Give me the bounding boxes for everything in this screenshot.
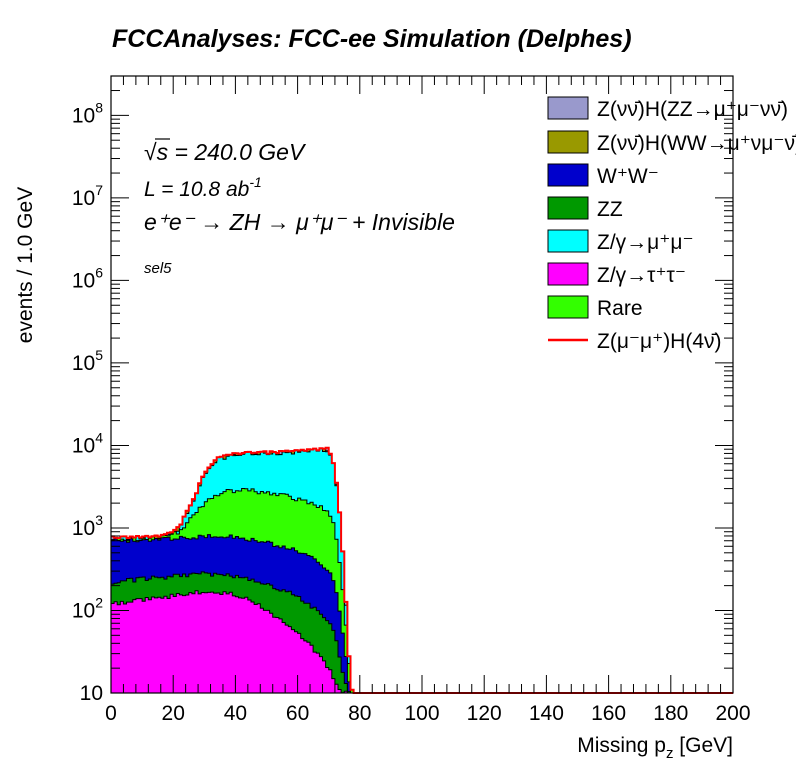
y-tick-label: 102 bbox=[72, 594, 103, 622]
legend-swatch bbox=[547, 196, 589, 220]
legend-swatch bbox=[547, 96, 589, 120]
x-tick-label: 40 bbox=[224, 702, 247, 725]
legend-label: Z(μ⁻μ⁺)H(4ν̄) bbox=[597, 330, 722, 353]
stacked-areas bbox=[110, 447, 733, 694]
y-tick-label: 108 bbox=[72, 99, 103, 127]
x-tick-label: 20 bbox=[162, 702, 185, 725]
y-tick-label: 10 bbox=[80, 682, 103, 705]
chart-title: FCCAnalyses: FCC-ee Simulation (Delphes) bbox=[112, 25, 632, 53]
y-tick-label: 104 bbox=[72, 429, 103, 457]
luminosity-annotation: L = 10.8 ab-1 bbox=[144, 174, 262, 201]
legend: Z(νν̄)H(ZZ→μ⁺μ⁻νν̄) Z(νν̄)H(WW→μ⁺νμ⁻ν̄) W⁺… bbox=[547, 96, 796, 353]
x-tick-label: 120 bbox=[467, 702, 502, 725]
x-tick-label: 0 bbox=[105, 702, 117, 725]
legend-label: ZZ bbox=[597, 198, 623, 221]
legend-swatch bbox=[547, 262, 589, 286]
process-annotation: e⁺e⁻ → ZH → μ⁺μ⁻ + Invisible bbox=[144, 209, 455, 235]
legend-label: Z/γ→τ⁺τ⁻ bbox=[597, 264, 686, 287]
y-axis-ticks: 10 102 103 104 105 106 107 108 bbox=[72, 75, 733, 705]
legend-label: Z(νν̄)H(WW→μ⁺νμ⁻ν̄) bbox=[597, 132, 796, 155]
sqrt-s-annotation: √s = 240.0 GeV bbox=[144, 139, 307, 165]
legend-label: Z(νν̄)H(ZZ→μ⁺μ⁻νν̄) bbox=[597, 98, 788, 121]
x-tick-label: 80 bbox=[348, 702, 371, 725]
x-axis-label: Missing pz [GeV] bbox=[577, 734, 733, 762]
legend-label: W⁺W⁻ bbox=[597, 165, 659, 188]
legend-swatch bbox=[547, 130, 589, 154]
legend-swatch bbox=[547, 295, 589, 319]
selection-annotation: sel5 bbox=[144, 260, 172, 277]
legend-label: Z/γ→μ⁺μ⁻ bbox=[597, 231, 694, 254]
x-tick-label: 140 bbox=[529, 702, 564, 725]
x-axis-ticks: 0 20 40 60 80 100 120 140 160 180 200 bbox=[105, 76, 751, 725]
x-tick-label: 60 bbox=[286, 702, 309, 725]
legend-label: Rare bbox=[597, 297, 643, 320]
legend-swatch bbox=[547, 163, 589, 187]
y-axis-label: events / 1.0 GeV bbox=[14, 187, 37, 343]
y-tick-label: 107 bbox=[72, 182, 103, 210]
y-tick-label: 105 bbox=[72, 347, 103, 375]
x-tick-label: 100 bbox=[404, 702, 439, 725]
y-tick-label: 106 bbox=[72, 264, 103, 292]
x-tick-label: 180 bbox=[653, 702, 688, 725]
y-tick-label: 103 bbox=[72, 512, 103, 540]
legend-swatch bbox=[547, 229, 589, 253]
x-tick-label: 160 bbox=[591, 702, 626, 725]
x-tick-label: 200 bbox=[715, 702, 750, 725]
